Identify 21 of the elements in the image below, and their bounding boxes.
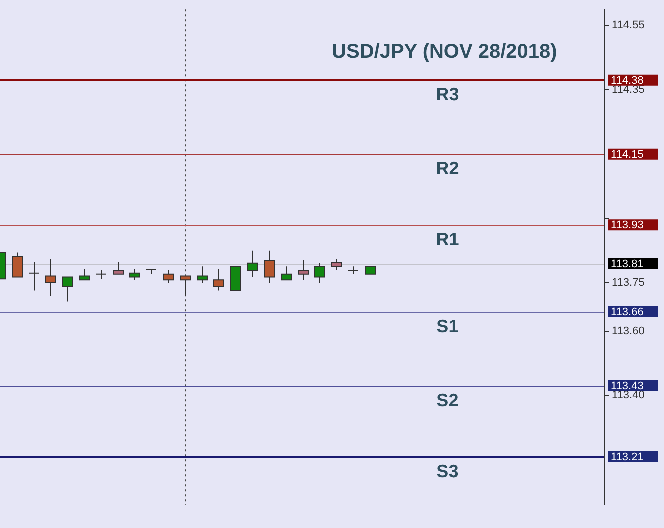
text: 113.43	[611, 380, 644, 393]
text: 113.93	[611, 220, 644, 232]
y-tick-label: 113.60	[612, 325, 645, 338]
text: USD/JPY (NOV 28/2018)	[332, 41, 558, 64]
y-tick-label: 114.35	[612, 84, 645, 96]
ref-line-label: S2	[436, 390, 459, 410]
y-tick-label: 114.55	[612, 20, 645, 32]
text: 113.81	[611, 258, 644, 270]
candlestick	[348, 266, 359, 275]
ref-line-label: R2	[436, 158, 460, 178]
text: 114.38	[611, 74, 644, 87]
text: 114.15	[611, 148, 644, 161]
candlestick	[29, 262, 40, 292]
text: 113.66	[611, 306, 644, 319]
candlestick	[146, 269, 157, 275]
ref-line-label: R3	[436, 84, 460, 104]
text: 113.21	[611, 451, 644, 464]
ref-line-label: S1	[436, 316, 459, 336]
ref-line-label: S3	[436, 461, 459, 482]
ref-line-label: R1	[436, 229, 460, 250]
y-tick-label: 113.75	[612, 277, 645, 290]
